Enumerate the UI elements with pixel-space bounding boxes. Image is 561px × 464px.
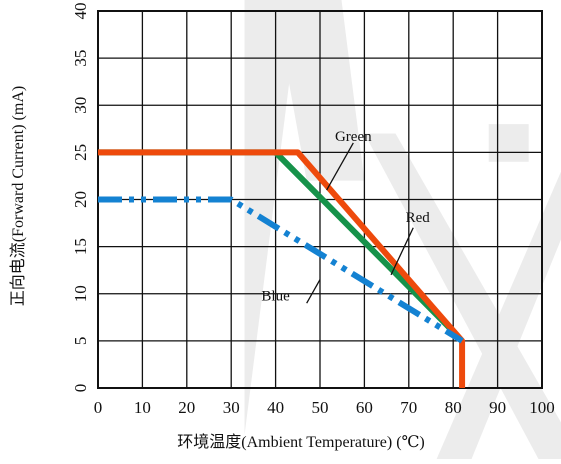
series-lines: [98, 149, 466, 388]
watermark-stripe-2: [273, 0, 365, 181]
annotation-label-red: Red: [406, 210, 431, 226]
x-tick-label: 30: [223, 398, 240, 417]
annotation-leader-green: [326, 142, 354, 191]
x-tick-label: 60: [356, 398, 373, 417]
y-tick-label: 35: [71, 50, 90, 67]
x-tick-label: 0: [94, 398, 103, 417]
y-axis-title: 正向电流(Forward Current) (mA): [9, 86, 27, 306]
y-tick-label: 40: [71, 3, 90, 20]
series-line-blue: [98, 196, 464, 344]
y-tick-label: 25: [71, 144, 90, 161]
series-annotations: Green Red Blue: [261, 129, 430, 304]
x-tick-label: 70: [400, 398, 417, 417]
annotation-label-green: Green: [335, 129, 372, 145]
y-tick-labels: 0 5 10 15 20 25 30 35 40: [71, 3, 90, 393]
annotation-leader-blue: [306, 279, 321, 304]
x-tick-label: 80: [445, 398, 462, 417]
annotation-label-blue: Blue: [261, 288, 290, 304]
annotation-leader-red: [390, 227, 414, 276]
x-tick-label: 100: [529, 398, 555, 417]
x-tick-label: 40: [267, 398, 284, 417]
y-tick-label: 10: [71, 285, 90, 302]
x-tick-label: 50: [312, 398, 329, 417]
y-tick-label: 15: [71, 238, 90, 255]
y-tick-label: 5: [71, 337, 90, 346]
x-tick-labels: 0 10 20 30 40 50 60 70 80 90 100: [94, 398, 555, 417]
watermark: [244, 0, 561, 464]
x-tick-label: 90: [489, 398, 506, 417]
watermark-stripe-3: [488, 124, 529, 162]
y-tick-label: 20: [71, 191, 90, 208]
x-tick-label: 20: [178, 398, 195, 417]
series-line-red: [98, 149, 466, 388]
watermark-stripe-4: [364, 133, 561, 464]
y-tick-label: 30: [71, 97, 90, 114]
x-axis-title: 环境温度(Ambient Temperature) (℃): [177, 432, 425, 451]
watermark-stripe-1: [244, 0, 300, 436]
x-tick-label: 10: [134, 398, 151, 417]
y-tick-label: 0: [71, 384, 90, 393]
